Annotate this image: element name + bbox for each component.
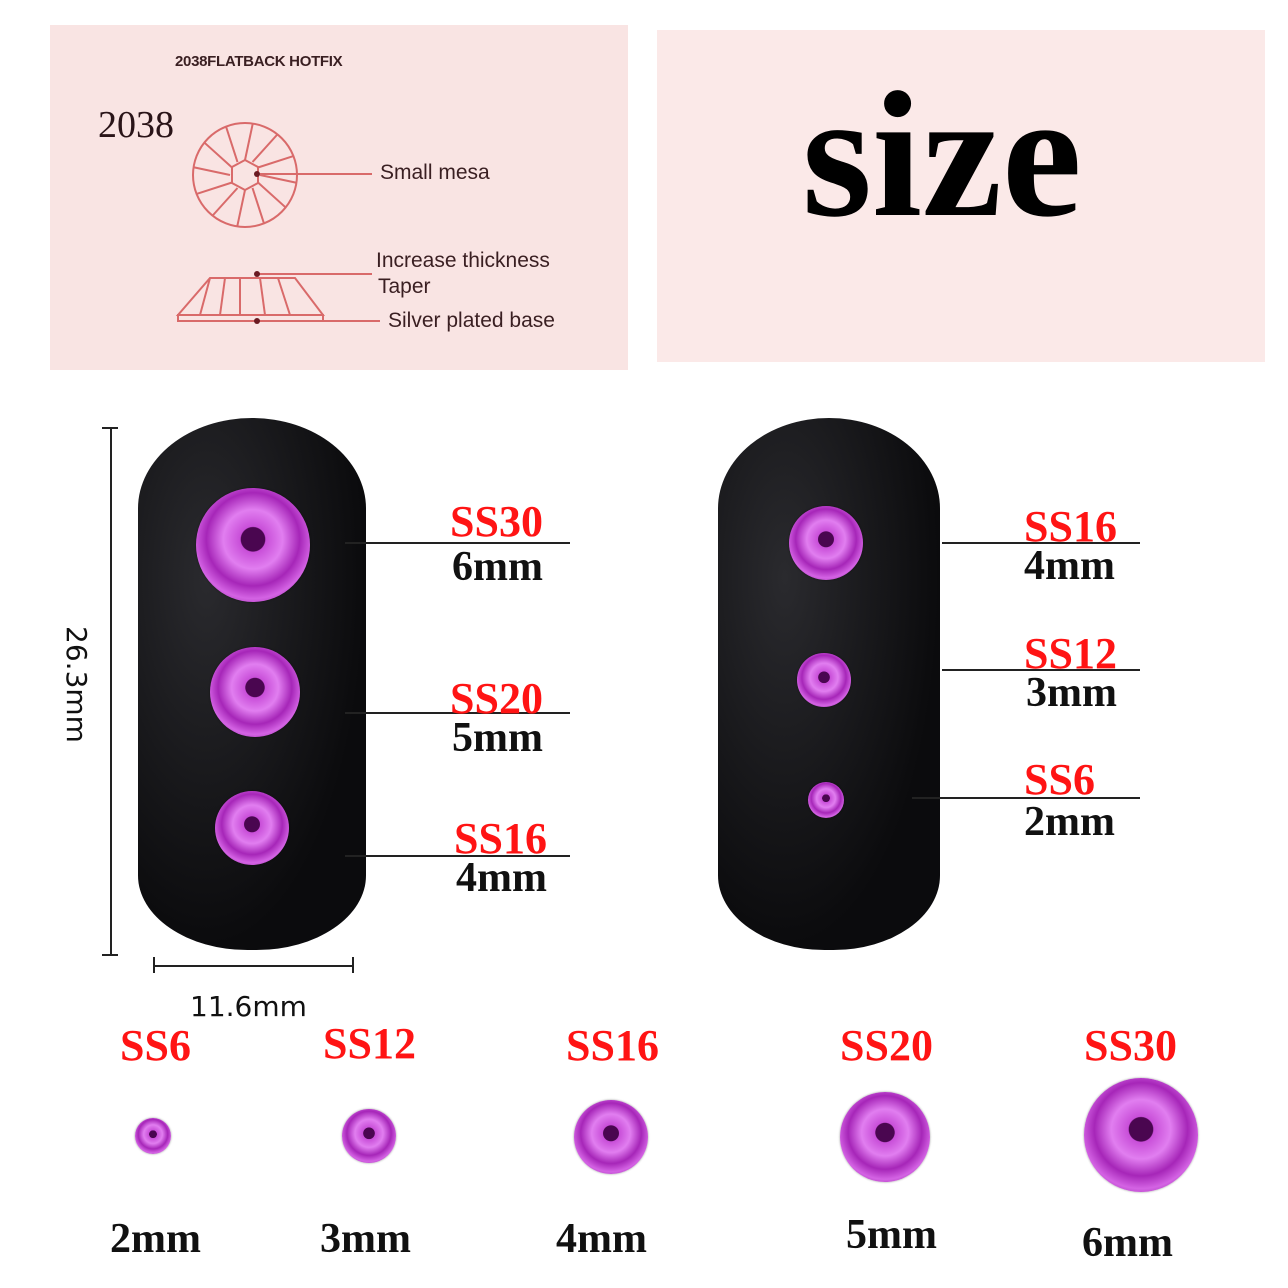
label-mm: 4mm (1024, 543, 1115, 589)
gem-5mm (840, 1092, 930, 1182)
label-ss: SS20 (450, 674, 543, 723)
pointer-line (345, 542, 570, 544)
width-label: 11.6mm (190, 990, 307, 1023)
gem-4mm (574, 1100, 648, 1174)
diagram-header: 2038FLATBACK HOTFIX (175, 53, 343, 70)
pointer-line (942, 669, 1140, 671)
pointer-line (345, 855, 570, 857)
gem-ss16 (215, 791, 289, 865)
title-size: size (802, 55, 1082, 254)
row-ss12: SS12 (323, 1019, 416, 1068)
row-2mm: 2mm (110, 1216, 201, 1262)
pointer-line (912, 797, 1140, 799)
gem-ss20 (210, 647, 300, 737)
label-ss: SS12 (1024, 629, 1117, 678)
gem-ss12 (797, 653, 851, 707)
width-dimension-line (153, 965, 353, 967)
label-ss: SS16 (454, 814, 547, 863)
row-ss30: SS30 (1084, 1021, 1177, 1070)
label-silver-base: Silver plated base (388, 309, 555, 332)
label-mm: 2mm (1024, 799, 1115, 845)
label-ss: SS16 (1024, 502, 1117, 551)
label-taper: Taper (378, 275, 431, 298)
diagram-panel: 2038FLATBACK HOTFIX 2038 Small mesa Incr… (50, 25, 628, 370)
height-label: 26.3mm (59, 626, 93, 743)
label-mm: 6mm (452, 544, 543, 590)
label-mm: 4mm (456, 855, 547, 901)
gem-2mm (135, 1118, 171, 1154)
pointer-line (942, 542, 1140, 544)
label-ss: SS6 (1024, 755, 1095, 804)
row-3mm: 3mm (320, 1216, 411, 1262)
row-ss16: SS16 (566, 1021, 659, 1070)
gem-ss30 (196, 488, 310, 602)
rhinestone-diagram (175, 122, 380, 324)
row-6mm: 6mm (1082, 1220, 1173, 1266)
height-dimension-line (110, 428, 112, 955)
row-ss6: SS6 (120, 1021, 191, 1070)
model-number: 2038 (98, 104, 174, 146)
gem-ss6 (808, 782, 844, 818)
gem-6mm (1084, 1078, 1198, 1192)
label-ss: SS30 (450, 497, 543, 546)
row-4mm: 4mm (556, 1216, 647, 1262)
label-mm: 3mm (1026, 670, 1117, 716)
gem-ss16 (789, 506, 863, 580)
label-mm: 5mm (452, 715, 543, 761)
gem-3mm (342, 1109, 396, 1163)
label-increase-thickness: Increase thickness (376, 249, 550, 272)
title-panel: size (657, 30, 1265, 362)
row-5mm: 5mm (846, 1212, 937, 1258)
row-ss20: SS20 (840, 1021, 933, 1070)
pointer-line (345, 712, 570, 714)
label-small-mesa: Small mesa (380, 161, 490, 184)
